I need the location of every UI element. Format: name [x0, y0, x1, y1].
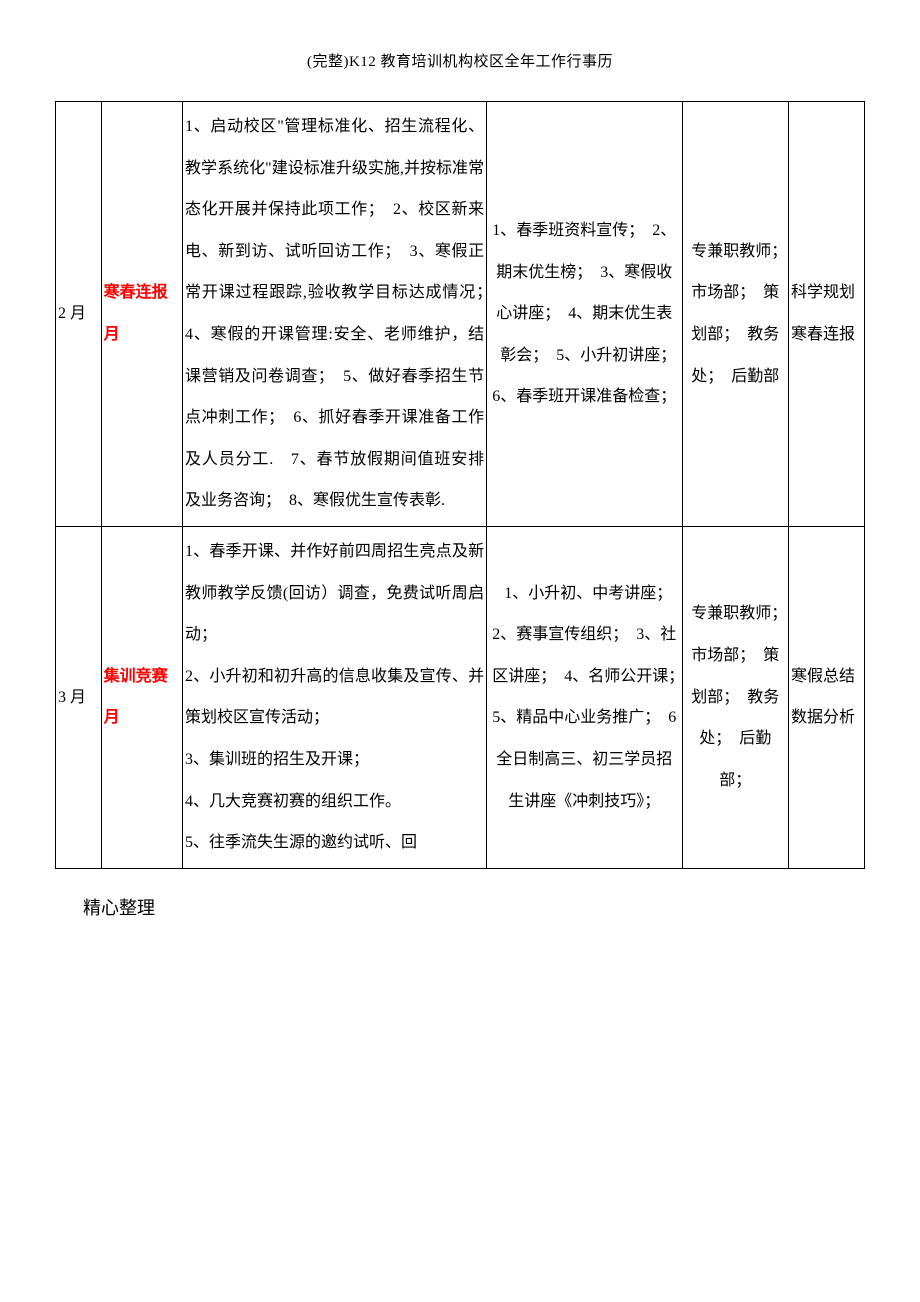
- dept-cell: 专兼职教师； 市场部； 策划部； 教务处； 后勤部: [682, 102, 788, 527]
- theme-cell: 集训竞赛月: [101, 526, 182, 868]
- table-row: 2 月 寒春连报月 1、启动校区"管理标准化、招生流程化、教学系统化"建设标准升…: [56, 102, 865, 527]
- work-cell: 1、春季开课、并作好前四周招生亮点及新教师教学反馈(回访）调查，免费试听周启动；…: [183, 526, 487, 868]
- calendar-table: 2 月 寒春连报月 1、启动校区"管理标准化、招生流程化、教学系统化"建设标准升…: [55, 101, 865, 869]
- remark-cell: 寒假总结 数据分析: [788, 526, 864, 868]
- footer-text: 精心整理: [83, 894, 865, 920]
- theme-cell: 寒春连报月: [101, 102, 182, 527]
- theme-highlight: 集训竞赛月: [104, 668, 168, 727]
- month-cell: 2 月: [56, 102, 102, 527]
- page-header-title: (完整)K12 教育培训机构校区全年工作行事历: [55, 50, 865, 71]
- dept-cell: 专兼职教师； 市场部； 策划部； 教务处； 后勤部；: [682, 526, 788, 868]
- activity-cell: 1、小升初、中考讲座； 2、赛事宣传组织； 3、社区讲座； 4、名师公开课； 5…: [487, 526, 682, 868]
- remark-cell: 科学规划 寒春连报: [788, 102, 864, 527]
- table-row: 3 月 集训竞赛月 1、春季开课、并作好前四周招生亮点及新教师教学反馈(回访）调…: [56, 526, 865, 868]
- work-cell: 1、启动校区"管理标准化、招生流程化、教学系统化"建设标准升级实施,并按标准常态…: [183, 102, 487, 527]
- activity-cell: 1、春季班资料宣传； 2、期末优生榜； 3、寒假收心讲座； 4、期末优生表彰会；…: [487, 102, 682, 527]
- theme-highlight: 寒春连报月: [104, 284, 168, 343]
- month-cell: 3 月: [56, 526, 102, 868]
